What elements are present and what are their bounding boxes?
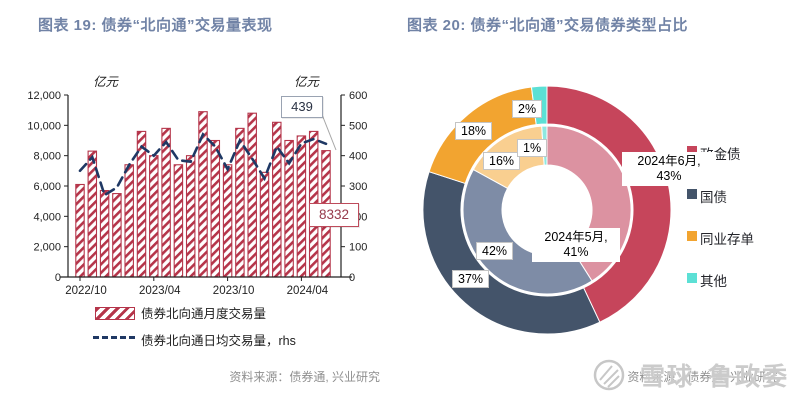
svg-text:2023/04: 2023/04 bbox=[139, 285, 181, 297]
svg-text:10,000: 10,000 bbox=[27, 120, 61, 132]
donut-label-outer-18: 18% bbox=[455, 122, 493, 140]
svg-text:2022/10: 2022/10 bbox=[65, 285, 107, 297]
legend-swatch-policy-bank-bonds bbox=[687, 146, 697, 156]
svg-text:2023/10: 2023/10 bbox=[213, 285, 255, 297]
legend-swatch-monthly-volume bbox=[95, 307, 135, 320]
legend-swatch-daily-average bbox=[93, 336, 135, 339]
right-axis-unit: 亿元 bbox=[294, 75, 321, 89]
svg-text:12,000: 12,000 bbox=[27, 90, 61, 102]
donut-label-inner-42: 42% bbox=[476, 242, 514, 260]
line-series bbox=[78, 132, 328, 198]
legend-label-daily-average: 债券北向通日均交易量，rhs bbox=[141, 334, 296, 348]
svg-text:100: 100 bbox=[349, 242, 367, 254]
donut-chart bbox=[422, 85, 672, 335]
donut-label-inner-1: 1% bbox=[517, 139, 548, 157]
left-axis-unit: 亿元 bbox=[93, 75, 120, 89]
svg-text:2,000: 2,000 bbox=[33, 242, 61, 254]
svg-text:0: 0 bbox=[55, 272, 61, 284]
legend-swatch-treasury-bonds bbox=[687, 189, 697, 199]
legend-swatch-others bbox=[687, 273, 697, 283]
legend-swatch-ncd bbox=[687, 231, 697, 241]
svg-text:500: 500 bbox=[349, 120, 367, 132]
legend-label-ncd: 同业存单 bbox=[700, 232, 754, 247]
left-chart-title: 图表 19: 债券“北向通”交易量表现 bbox=[38, 17, 273, 34]
donut-callout-may-month: 2024年5月, bbox=[544, 230, 608, 244]
legend-label-others: 其他 bbox=[700, 274, 727, 289]
left-source-note: 资料来源：债券通, 兴业研究 bbox=[229, 370, 380, 384]
legend-label-treasury-bonds: 国债 bbox=[700, 190, 727, 205]
donut-label-outer-2: 2% bbox=[512, 100, 543, 118]
donut-callout-may: 2024年5月, 41% bbox=[532, 228, 620, 262]
svg-text:6,000: 6,000 bbox=[33, 181, 61, 193]
svg-text:600: 600 bbox=[349, 90, 367, 102]
donut-callout-june-month: 2024年6月, bbox=[637, 154, 701, 168]
svg-text:300: 300 bbox=[349, 181, 367, 193]
svg-text:400: 400 bbox=[349, 151, 367, 163]
right-source-note: 资料来源：债券通, 兴业研究 bbox=[627, 370, 778, 384]
svg-text:8,000: 8,000 bbox=[33, 151, 61, 163]
line-value-annotation: 439 bbox=[281, 96, 323, 118]
right-chart-title: 图表 20: 债券“北向通”交易债券类型占比 bbox=[407, 17, 689, 34]
bar-value-annotation: 8332 bbox=[309, 203, 359, 227]
donut-callout-june: 2024年6月, 43% bbox=[622, 152, 716, 186]
donut-callout-may-pct: 41% bbox=[563, 245, 589, 259]
svg-text:2024/04: 2024/04 bbox=[287, 285, 329, 297]
legend-label-monthly-volume: 债券北向通月度交易量 bbox=[141, 307, 267, 321]
svg-text:0: 0 bbox=[349, 272, 355, 284]
axes: 02,0004,0006,0008,00010,00012,0000100200… bbox=[27, 90, 367, 297]
donut-label-inner-16: 16% bbox=[483, 152, 521, 170]
annotation-leader-line bbox=[320, 111, 337, 151]
bar-line-chart: 亿元 亿元 0 2,000 4,000 6,000 8,000 10,000 12,000 0… bbox=[27, 75, 367, 297]
svg-text:4,000: 4,000 bbox=[33, 211, 61, 223]
donut-label-outer-37: 37% bbox=[452, 270, 490, 288]
donut-callout-june-pct: 43% bbox=[656, 169, 682, 183]
